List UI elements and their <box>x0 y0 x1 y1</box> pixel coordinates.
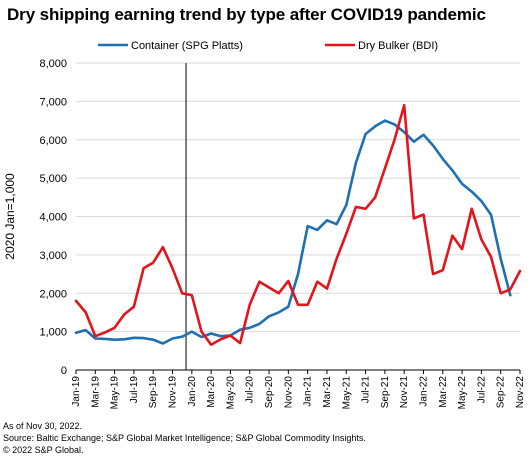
y-tick-label: 0 <box>61 365 67 377</box>
y-tick-label: 7,000 <box>39 96 67 108</box>
legend-label: Container (SPG Platts) <box>131 40 243 52</box>
x-axis-ticks: Jan-19 Mar-19 May-19 Jul-19 Sep-19 Nov-19 Jan-… <box>71 370 526 409</box>
x-tick-label: Sep-21 <box>380 376 391 409</box>
y-axis-ticks: 0 1,000 2,000 3,000 4,000 5,000 6,000 7,000 8,00… <box>39 58 67 377</box>
x-tick-label: May-21 <box>341 376 352 410</box>
x-tick-label: Sep-19 <box>148 376 159 409</box>
x-tick-label: Jul-20 <box>245 376 256 404</box>
footnote-source: Source: Baltic Exchange; S&P Global Mark… <box>3 433 366 443</box>
x-tick-label: Jan-22 <box>418 376 429 407</box>
legend-label: Dry Bulker (BDI) <box>358 40 438 52</box>
x-tick-label: Nov-22 <box>515 376 526 409</box>
y-tick-label: 1,000 <box>39 327 67 339</box>
x-tick-label: Sep-22 <box>496 376 507 409</box>
x-tick-label: Jul-19 <box>129 376 140 404</box>
x-tick-label: Nov-21 <box>399 376 410 409</box>
x-tick-label: Mar-20 <box>206 376 217 408</box>
series-lines <box>74 103 522 346</box>
dry-bulker-series-line <box>74 103 522 346</box>
x-tick-label: May-19 <box>110 376 121 410</box>
chart-title: Dry shipping earning trend by type after… <box>7 5 486 24</box>
x-tick-label: Jan-21 <box>303 376 314 407</box>
x-tick-label: Jul-21 <box>361 376 372 404</box>
x-tick-label: Sep-20 <box>264 376 275 409</box>
container-series-line <box>74 119 512 345</box>
y-tick-label: 2,000 <box>39 288 67 300</box>
y-tick-label: 6,000 <box>39 135 67 147</box>
x-tick-label: Jan-19 <box>71 376 82 407</box>
y-tick-label: 5,000 <box>39 173 67 185</box>
footnote-date: As of Nov 30, 2022. <box>3 421 83 431</box>
x-tick-label: Mar-22 <box>438 376 449 408</box>
x-tick-label: Mar-19 <box>90 376 101 408</box>
gridlines <box>76 62 520 333</box>
x-tick-label: Nov-20 <box>283 376 294 409</box>
x-tick-label: Jul-22 <box>476 376 487 404</box>
y-tick-label: 4,000 <box>39 212 67 224</box>
x-tick-label: Mar-21 <box>322 376 333 408</box>
x-tick-label: May-20 <box>225 376 236 410</box>
legend: Container (SPG Platts) Dry Bulker (BDI) <box>98 40 438 52</box>
y-tick-label: 3,000 <box>39 250 67 262</box>
x-tick-label: Jan-20 <box>187 376 198 407</box>
x-tick-label: Nov-19 <box>168 376 179 409</box>
footnote-copyright: © 2022 S&P Global. <box>3 445 84 455</box>
x-tick-label: May-22 <box>457 376 468 410</box>
y-axis-label: 2020 Jan=1,000 <box>3 173 17 260</box>
y-tick-label: 8,000 <box>39 58 67 70</box>
